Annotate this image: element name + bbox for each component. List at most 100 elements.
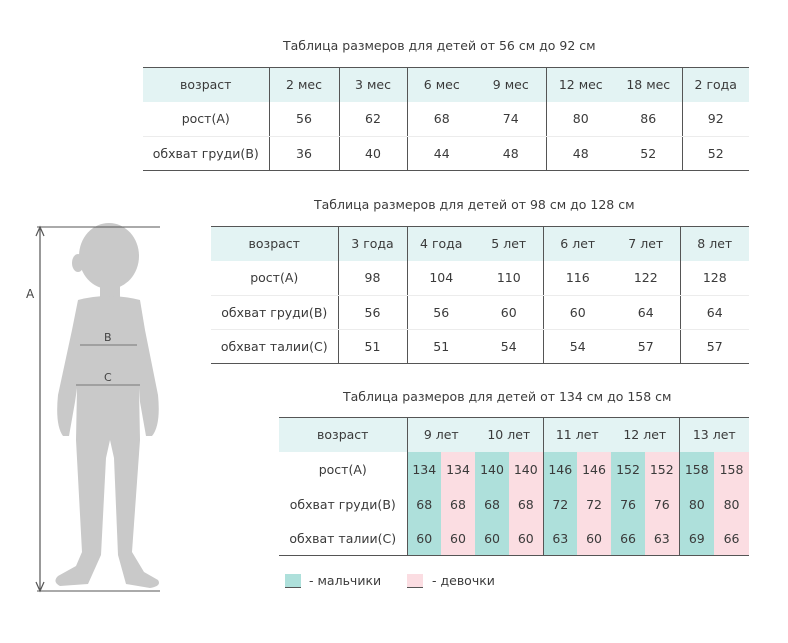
table-header-row: возраст 9 лет 10 лет 11 лет 12 лет 13 ле…: [279, 417, 750, 452]
value-cell-boy: 60: [475, 521, 510, 556]
value-cell: 56: [268, 101, 339, 137]
value-cell: 104: [406, 260, 475, 296]
value-cell-boy: 140: [475, 451, 510, 487]
age-cell: 6 мес: [406, 67, 476, 102]
value-cell-girl: 60: [441, 521, 476, 556]
value-cell-girl: 72: [577, 486, 612, 522]
value-cell-boy: 80: [678, 486, 715, 522]
row-label: рост(А): [143, 101, 269, 137]
row-label: рост(А): [318, 461, 367, 477]
age-cell: 5 лет: [475, 226, 543, 261]
table1-title: Таблица размеров для детей от 56 см до 9…: [283, 38, 596, 53]
value-cell-girl: 158: [714, 451, 750, 487]
age-cell: 12 мес: [545, 67, 615, 102]
value-cell: 60: [475, 295, 543, 330]
value-cell-girl: 152: [645, 451, 680, 487]
header-label: возраст: [279, 417, 407, 452]
value-cell: 128: [679, 260, 749, 296]
value-cell: 51: [337, 329, 407, 364]
age-cell: 11 лет: [542, 417, 612, 452]
label-a: A: [26, 287, 35, 301]
value-cell: 36: [268, 136, 339, 171]
value-cell-boy: 66: [611, 521, 646, 556]
value-cell: 98: [337, 260, 407, 296]
age-cell: 2 года: [681, 67, 749, 102]
value-cell-boy: 152: [611, 451, 646, 487]
value-cell: 122: [612, 260, 680, 296]
table-row: обхват талии(С) 51 51 54 54 57 57: [211, 329, 749, 364]
value-cell: 64: [612, 295, 680, 330]
arrow-down-icon: [35, 581, 45, 593]
age-cell: 2 мес: [268, 67, 339, 102]
value-cell: 68: [406, 101, 476, 137]
value-cell: 116: [542, 260, 612, 296]
value-cell: 110: [475, 260, 543, 296]
size-table-56-92: возраст 2 мес 3 мес 6 мес 9 мес 12 мес 1…: [143, 67, 749, 171]
row-label: обхват груди(В): [289, 496, 396, 512]
value-cell-boy: 60: [406, 521, 441, 556]
value-cell: 40: [338, 136, 407, 171]
value-cell: 60: [542, 295, 612, 330]
size-table-134-158: возраст 9 лет 10 лет 11 лет 12 лет 13 ле…: [279, 417, 750, 556]
age-cell: 10 лет: [475, 417, 544, 452]
row-label: обхват груди(В): [143, 136, 269, 171]
value-cell: 52: [681, 136, 749, 171]
value-cell: 48: [545, 136, 615, 171]
value-cell-girl: 63: [645, 521, 680, 556]
value-cell-girl: 66: [714, 521, 750, 556]
table-row: рост(А) 56 62 68 74 80 86 92: [143, 101, 749, 137]
age-cell: 18 мес: [615, 67, 682, 102]
row-label: обхват талии(С): [211, 329, 338, 364]
row-label: обхват груди(В): [211, 295, 338, 330]
value-cell-girl: 140: [509, 451, 544, 487]
age-cell: 9 лет: [406, 417, 476, 452]
age-cell: 13 лет: [678, 417, 750, 452]
value-cell-girl: 134: [441, 451, 476, 487]
value-cell: 56: [406, 295, 475, 330]
age-cell: 4 года: [406, 226, 475, 261]
label-c: C: [104, 371, 112, 384]
table-row: обхват груди(В) 68 68 68 68 72 72 76 76 …: [279, 486, 750, 522]
value-cell: 80: [545, 101, 615, 137]
value-cell-boy: 68: [475, 486, 510, 522]
value-cell: 64: [679, 295, 749, 330]
row-label: рост(А): [211, 260, 338, 296]
value-cell-boy: 68: [406, 486, 441, 522]
legend-boys-label: - мальчики: [309, 573, 382, 588]
age-cell: 8 лет: [679, 226, 749, 261]
table2-title: Таблица размеров для детей от 98 см до 1…: [314, 197, 635, 212]
legend-boys-swatch: [285, 574, 301, 588]
child-figure: A B C: [26, 223, 160, 593]
arrow-up-icon: [35, 225, 45, 237]
value-cell: 54: [475, 329, 543, 364]
row-label: обхват талии(С): [279, 521, 407, 556]
value-cell-girl: 68: [441, 486, 476, 522]
value-cell-boy: 72: [542, 486, 578, 522]
table-header-row: возраст 3 года 4 года 5 лет 6 лет 7 лет …: [211, 226, 749, 261]
age-cell: 6 лет: [542, 226, 612, 261]
table-header-row: возраст 2 мес 3 мес 6 мес 9 мес 12 мес 1…: [143, 67, 749, 102]
table-row: обхват талии(С) 60 60 60 60 63 60 66 63 …: [279, 521, 750, 556]
header-label: возраст: [143, 67, 269, 102]
table-row: обхват груди(В) 36 40 44 48 48 52 52: [143, 136, 749, 171]
value-cell-girl: 76: [645, 486, 680, 522]
value-cell-girl: 68: [509, 486, 544, 522]
value-cell: 54: [542, 329, 612, 364]
value-cell: 51: [406, 329, 475, 364]
value-cell-girl: 60: [577, 521, 612, 556]
value-cell-boy: 69: [678, 521, 715, 556]
age-cell: 9 мес: [476, 67, 546, 102]
table-row: рост(А) 98 104 110 116 122 128: [211, 260, 749, 296]
value-cell: 86: [615, 101, 682, 137]
age-cell: 3 года: [337, 226, 407, 261]
age-cell: 3 мес: [338, 67, 407, 102]
size-table-98-128: возраст 3 года 4 года 5 лет 6 лет 7 лет …: [211, 226, 749, 364]
child-silhouette: [55, 223, 159, 588]
age-cell: 12 лет: [611, 417, 680, 452]
value-cell-boy: 76: [611, 486, 646, 522]
value-cell-boy: 134: [406, 451, 441, 487]
value-cell: 92: [681, 101, 749, 137]
header-label: возраст: [211, 226, 338, 261]
value-cell: 57: [679, 329, 749, 364]
age-cell: 7 лет: [612, 226, 680, 261]
